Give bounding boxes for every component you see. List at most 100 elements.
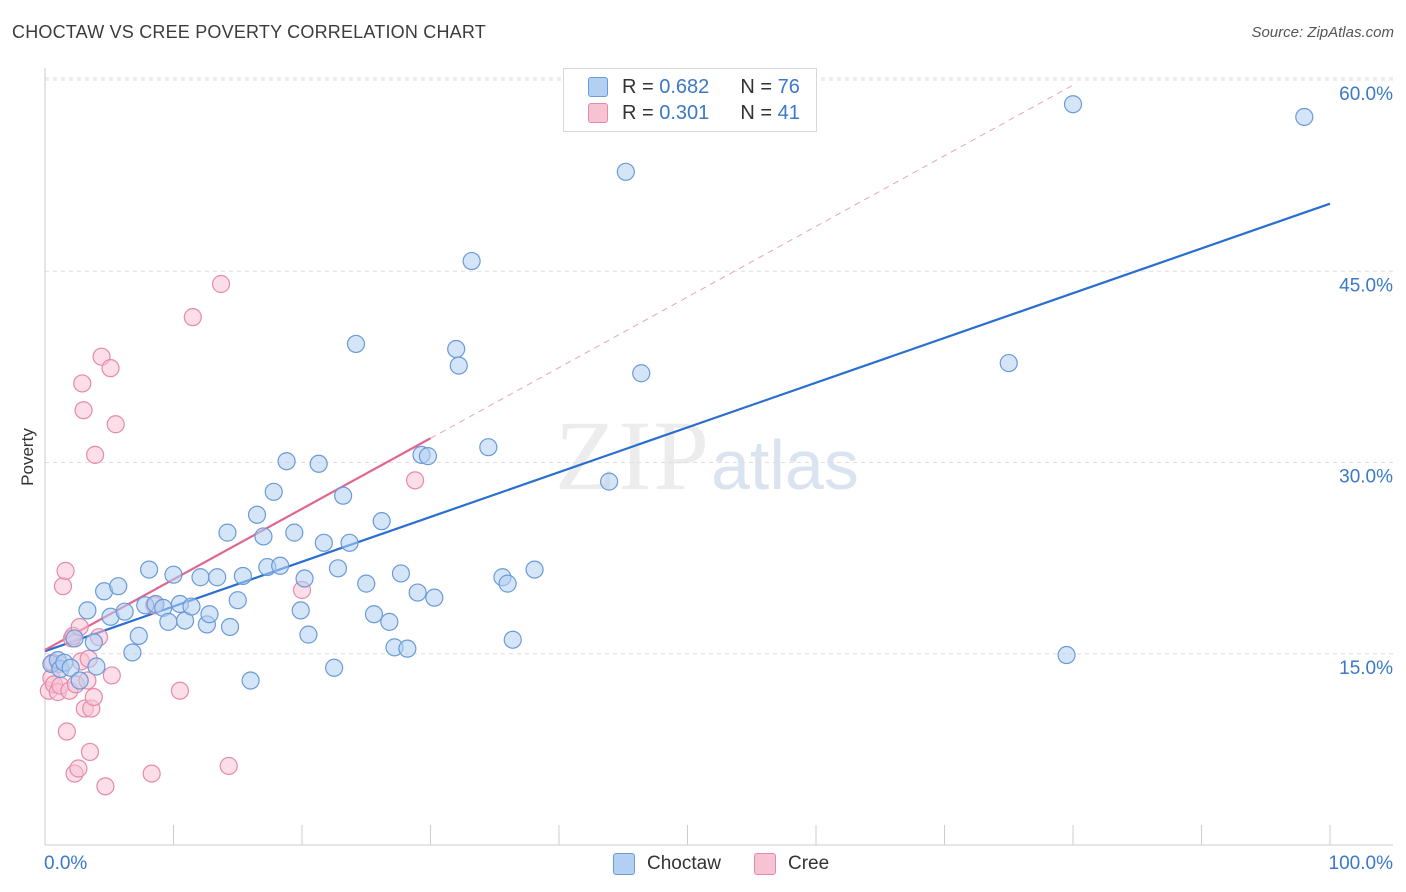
choctaw-point	[299, 625, 318, 644]
choctaw-point	[295, 569, 314, 588]
cree-point	[73, 374, 92, 393]
choctaw-point	[372, 512, 391, 531]
choctaw-point	[285, 523, 304, 542]
cree-point	[183, 308, 202, 327]
cree-point	[53, 577, 73, 596]
cree-point	[142, 764, 161, 783]
n-label: N =	[740, 101, 773, 124]
y-tick-label-60: 60.0%	[1339, 84, 1393, 105]
choctaw-point	[357, 574, 376, 593]
choctaw-point	[218, 523, 237, 542]
cree-swatch	[588, 103, 608, 123]
choctaw-point	[109, 577, 128, 596]
choctaw-point	[408, 583, 427, 602]
legend-row-cree: R = 0.301 N = 41	[588, 101, 800, 125]
x-tick-label-100: 100.0%	[1329, 853, 1394, 874]
choctaw-r-value: 0.682	[659, 75, 710, 98]
cree-point	[80, 742, 100, 762]
cree-point	[106, 415, 125, 434]
choctaw-point	[334, 486, 353, 505]
choctaw-legend-swatch	[613, 853, 635, 875]
source-label: Source: ZipAtlas.com	[1251, 24, 1394, 41]
choctaw-point	[391, 564, 411, 583]
y-tick-label-45: 45.0%	[1339, 275, 1393, 296]
cree-point	[69, 759, 88, 778]
r-label: R =	[622, 75, 654, 98]
choctaw-point	[271, 556, 290, 575]
choctaw-point	[159, 612, 178, 631]
cree-point	[101, 359, 120, 378]
choctaw-point	[123, 643, 142, 662]
choctaw-point	[600, 472, 619, 491]
choctaw-point	[241, 671, 260, 690]
choctaw-point	[87, 657, 106, 676]
y-tick-label-30: 30.0%	[1339, 467, 1393, 488]
choctaw-point	[325, 658, 344, 677]
choctaw-n-value: 76	[777, 75, 800, 98]
choctaw-point	[418, 447, 438, 466]
y-tick-labels: 15.0% 30.0% 45.0% 60.0%	[1339, 84, 1393, 679]
choctaw-point	[115, 602, 134, 621]
choctaw-point	[999, 353, 1018, 373]
choctaw-point	[247, 505, 267, 524]
bottom-legend-choctaw: Choctaw	[613, 852, 721, 876]
r-label: R =	[622, 101, 654, 124]
choctaw-legend-label: Choctaw	[647, 853, 721, 874]
choctaw-point	[264, 482, 283, 501]
choctaw-point	[1295, 107, 1314, 127]
choctaw-point	[328, 559, 348, 578]
choctaw-point	[200, 605, 219, 624]
choctaw-point	[291, 601, 310, 620]
choctaw-point	[632, 364, 651, 383]
choctaw-point	[84, 633, 103, 652]
cree-trend-extension	[430, 84, 1074, 439]
choctaw-point	[129, 626, 148, 646]
choctaw-trend-line	[44, 202, 1331, 653]
trend-lines	[44, 84, 1331, 653]
y-tick-label-15: 15.0%	[1339, 658, 1393, 679]
choctaw-swatch	[588, 77, 608, 97]
choctaw-point	[164, 565, 183, 584]
choctaw-points	[42, 95, 1314, 690]
cree-point	[57, 722, 76, 741]
choctaw-point	[309, 454, 328, 473]
choctaw-point	[139, 560, 159, 579]
choctaw-point	[525, 560, 544, 579]
bottom-legend-cree: Cree	[754, 852, 829, 876]
x-ticks	[173, 825, 1331, 845]
choctaw-point	[78, 601, 97, 620]
cree-point	[170, 681, 190, 700]
choctaw-point	[1057, 645, 1076, 665]
choctaw-point	[498, 574, 517, 593]
choctaw-point	[228, 591, 247, 610]
cree-point	[211, 274, 231, 294]
cree-points	[39, 274, 425, 796]
choctaw-point	[398, 639, 417, 658]
choctaw-point	[220, 617, 240, 637]
cree-legend-label: Cree	[788, 853, 830, 874]
correlation-legend: R = 0.682 N = 76 R = 0.301 N = 41	[563, 68, 817, 132]
choctaw-point	[61, 658, 80, 677]
cree-r-value: 0.301	[659, 101, 710, 124]
grid-lines	[45, 77, 1393, 655]
choctaw-point	[191, 568, 210, 587]
choctaw-point	[346, 334, 366, 354]
cree-point	[74, 401, 93, 420]
cree-point	[84, 687, 103, 707]
choctaw-point	[233, 566, 252, 586]
choctaw-point	[425, 588, 444, 607]
choctaw-point	[314, 533, 333, 552]
cree-point	[56, 561, 75, 580]
choctaw-point	[479, 438, 498, 457]
choctaw-point	[277, 452, 296, 471]
chart-title: CHOCTAW VS CREE POVERTY CORRELATION CHAR…	[12, 22, 486, 42]
choctaw-point	[447, 339, 466, 359]
choctaw-point	[503, 630, 522, 649]
cree-legend-swatch	[754, 853, 776, 875]
choctaw-point	[70, 671, 89, 690]
y-axis-label: Poverty	[18, 428, 37, 486]
choctaw-point	[364, 605, 384, 624]
choctaw-point	[208, 568, 227, 587]
choctaw-point	[65, 629, 84, 648]
cree-n-value: 41	[777, 101, 800, 124]
